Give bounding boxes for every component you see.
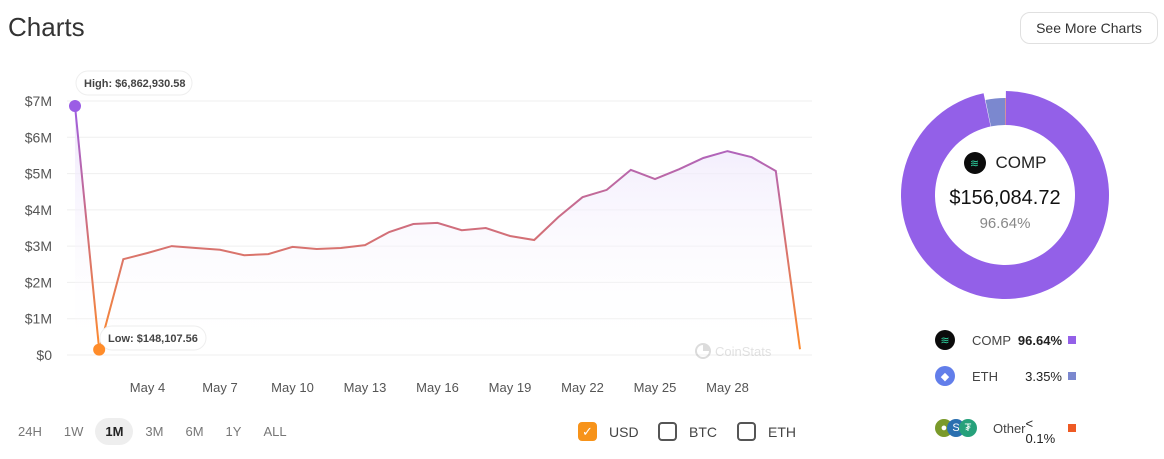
x-tick-label: May 16 (416, 380, 459, 395)
x-tick-label: May 13 (344, 380, 387, 395)
legend-item-comp[interactable]: ≋ COMP 96.64% (935, 330, 1076, 350)
donut-slice-comp[interactable] (901, 91, 1109, 299)
currency-eth-checkbox[interactable]: ETH (737, 422, 796, 441)
donut-slice-other[interactable] (1005, 98, 1006, 126)
legend-swatch (1068, 372, 1076, 380)
x-tick-label: May 28 (706, 380, 749, 395)
range-3m[interactable]: 3M (145, 424, 164, 439)
page-title: Charts (8, 12, 85, 42)
y-tick-label: $5M (25, 166, 52, 182)
range-1m[interactable]: 1M (95, 418, 134, 445)
checkbox-checked-icon: ✓ (578, 422, 597, 441)
currency-label: BTC (689, 423, 717, 440)
legend-percent: < 0.1% (1025, 416, 1056, 446)
svg-text:High: $6,862,930.58: High: $6,862,930.58 (84, 78, 186, 90)
high-tooltip: High: $6,862,930.58 (75, 70, 193, 96)
range-1w[interactable]: 1W (63, 424, 84, 439)
chart-area-fill (75, 106, 800, 355)
legend-item-eth[interactable]: ◆ ETH 3.35% (935, 366, 1076, 386)
time-range-selector: 24H 1W 1M 3M 6M 1Y ALL (8, 418, 299, 445)
legend-label: COMP (972, 332, 1011, 348)
comp-coin-icon: ≋ (935, 330, 955, 350)
range-6m[interactable]: 6M (185, 424, 204, 439)
y-tick-label: $4M (25, 202, 52, 218)
legend-swatch (1067, 424, 1076, 432)
low-tooltip: Low: $148,107.56 (99, 325, 207, 351)
x-tick-label: May 19 (489, 380, 532, 395)
legend-label: ETH (972, 368, 998, 384)
checkbox-empty-icon (658, 422, 677, 441)
comp-coin-icon: ≋ (963, 152, 986, 174)
y-tick-label: $0 (36, 347, 52, 363)
y-tick-label: $2M (25, 274, 52, 290)
donut-slice-eth[interactable] (985, 98, 1006, 127)
x-tick-label: May 4 (130, 380, 165, 395)
currency-btc-checkbox[interactable]: BTC (658, 422, 717, 441)
y-tick-label: $1M (25, 311, 52, 327)
range-1y[interactable]: 1Y (225, 424, 242, 439)
donut-center-percent: 96.64% (979, 215, 1031, 232)
legend-label: Other (993, 420, 1026, 436)
currency-usd-checkbox[interactable]: ✓ USD (578, 422, 639, 441)
checkbox-empty-icon (737, 422, 756, 441)
legend-percent: 3.35% (1025, 368, 1062, 384)
low-point-marker (93, 343, 106, 356)
range-all[interactable]: ALL (263, 424, 287, 439)
y-tick-label: $3M (25, 238, 52, 254)
high-point-marker (69, 99, 81, 112)
legend-item-other[interactable]: ● S ₮ Other < 0.1% (935, 410, 1076, 446)
allocation-donut-chart[interactable] (890, 80, 1120, 310)
x-tick-label: May 22 (561, 380, 604, 395)
legend-swatch (1068, 336, 1076, 344)
y-tick-label: $7M (25, 93, 52, 109)
portfolio-line-chart[interactable]: $0 $1M $2M $3M $4M $5M $6M $7M May 4 May 7 May 10… (0, 0, 830, 405)
legend-percent: 96.64% (1017, 332, 1062, 348)
eth-coin-icon: ◆ (935, 366, 955, 386)
donut-center-value: $156,084.72 (949, 187, 1061, 209)
currency-label: ETH (768, 423, 796, 440)
see-more-charts-button[interactable]: See More Charts (1020, 12, 1158, 44)
svg-text:Low: $148,107.56: Low: $148,107.56 (108, 333, 198, 345)
x-tick-label: May 7 (202, 380, 237, 395)
currency-label: USD (609, 423, 639, 440)
chart-line (74, 105, 801, 350)
other-coins-icon: ● S ₮ (935, 419, 977, 437)
x-tick-label: May 25 (634, 380, 677, 395)
x-tick-label: May 10 (271, 380, 314, 395)
y-tick-label: $6M (25, 129, 52, 145)
range-24h[interactable]: 24H (18, 424, 42, 439)
donut-center-symbol: COMP (995, 153, 1047, 172)
